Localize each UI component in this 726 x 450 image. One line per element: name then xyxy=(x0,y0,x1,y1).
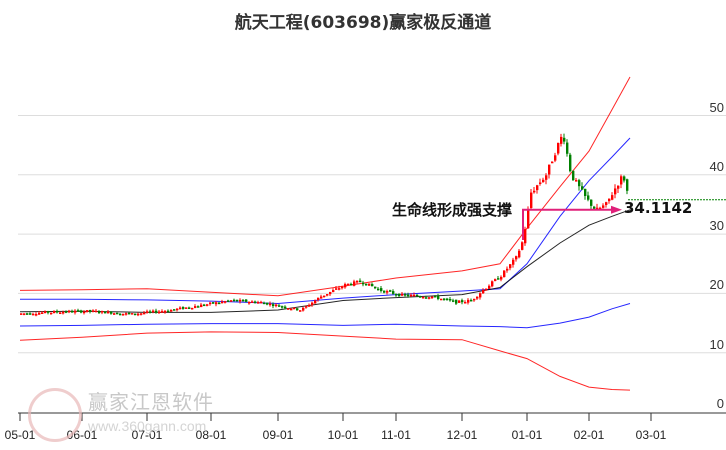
y-tick-label: 50 xyxy=(709,99,724,115)
x-tick-label: 08-01 xyxy=(195,428,227,442)
x-tick-label: 09-01 xyxy=(262,428,294,442)
y-tick-label: 0 xyxy=(716,396,724,411)
support-annotation xyxy=(522,199,726,241)
x-tick-label: 07-01 xyxy=(131,428,163,442)
y-tick-label: 30 xyxy=(709,218,724,234)
x-tick-label: 10-01 xyxy=(327,428,359,442)
x-tick-label: 05-01 xyxy=(4,428,36,442)
watermark-url: www.360gann.com xyxy=(88,418,207,434)
y-tick-label: 20 xyxy=(709,277,724,293)
y-tick-label: 10 xyxy=(709,336,724,352)
x-tick-label: 12-01 xyxy=(446,428,478,442)
candlesticks xyxy=(20,133,629,317)
y-tick-label: 40 xyxy=(709,158,724,174)
gridlines xyxy=(18,115,726,354)
x-tick-label: 02-01 xyxy=(573,428,605,442)
watermark-name: 赢家江恩软件 xyxy=(88,390,214,414)
support-value: 34.1142 xyxy=(624,199,693,217)
x-axis xyxy=(18,412,726,421)
annotation-label: 生命线形成强支撑 xyxy=(392,201,513,219)
chart-title: 航天工程(603698)赢家极反通道 xyxy=(234,13,492,33)
x-tick-label: 03-01 xyxy=(635,428,667,442)
band-lines xyxy=(19,76,631,391)
watermark-logo-icon xyxy=(28,388,82,442)
x-tick-label: 01-01 xyxy=(511,428,543,442)
x-tick-label: 11-01 xyxy=(381,428,411,442)
